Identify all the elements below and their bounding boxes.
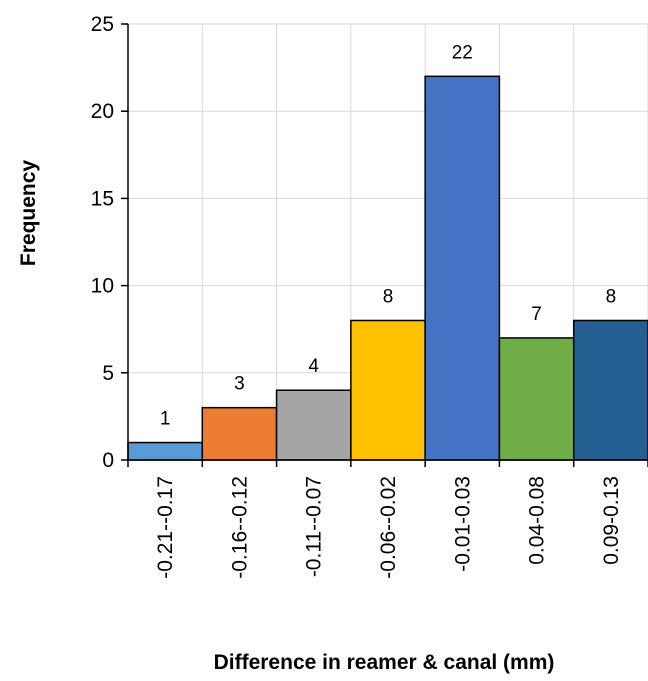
- bar: [201, 406, 278, 461]
- x-tick-label: 0.04-0.08: [526, 476, 549, 565]
- x-tick-label: -0.01-0.03: [451, 476, 474, 572]
- y-tick-label: 0: [102, 449, 114, 472]
- x-tick-label: -0.16--0.12: [228, 476, 251, 579]
- y-tick-label: 20: [91, 100, 114, 123]
- x-tick-label: -0.06--0.02: [377, 476, 400, 579]
- data-label: 1: [160, 409, 171, 430]
- x-tick-label: -0.21--0.17: [154, 476, 177, 579]
- y-tick-label: 5: [102, 362, 114, 385]
- y-axis-title: Frequency: [17, 160, 40, 267]
- y-tick-label: 10: [91, 275, 114, 298]
- data-labels: 1 3 4 8 22 7 8: [160, 42, 616, 429]
- bars: [127, 75, 648, 461]
- data-label: 8: [383, 286, 394, 307]
- y-tick-label: 25: [91, 13, 114, 36]
- axes: [121, 23, 648, 467]
- data-label: 4: [308, 356, 319, 377]
- bar: [275, 389, 352, 461]
- y-tick-labels: 0 5 10 15 20 25: [91, 13, 114, 472]
- x-tick-label: 0.09-0.13: [600, 476, 623, 565]
- bar: [350, 319, 426, 461]
- data-label: 7: [531, 304, 542, 325]
- y-tick-label: 15: [91, 187, 114, 210]
- data-label: 22: [452, 42, 473, 63]
- data-label: 8: [606, 286, 617, 307]
- x-axis-title: Difference in reamer & canal (mm): [214, 651, 555, 674]
- bar: [127, 441, 204, 461]
- bar: [572, 319, 648, 461]
- x-tick-labels: -0.21--0.17 -0.16--0.12 -0.11--0.07 -0.06--…: [154, 476, 623, 579]
- bar: [424, 75, 501, 461]
- data-label: 3: [234, 374, 245, 395]
- x-tick-label: -0.11--0.07: [303, 476, 326, 577]
- bar: [498, 337, 575, 461]
